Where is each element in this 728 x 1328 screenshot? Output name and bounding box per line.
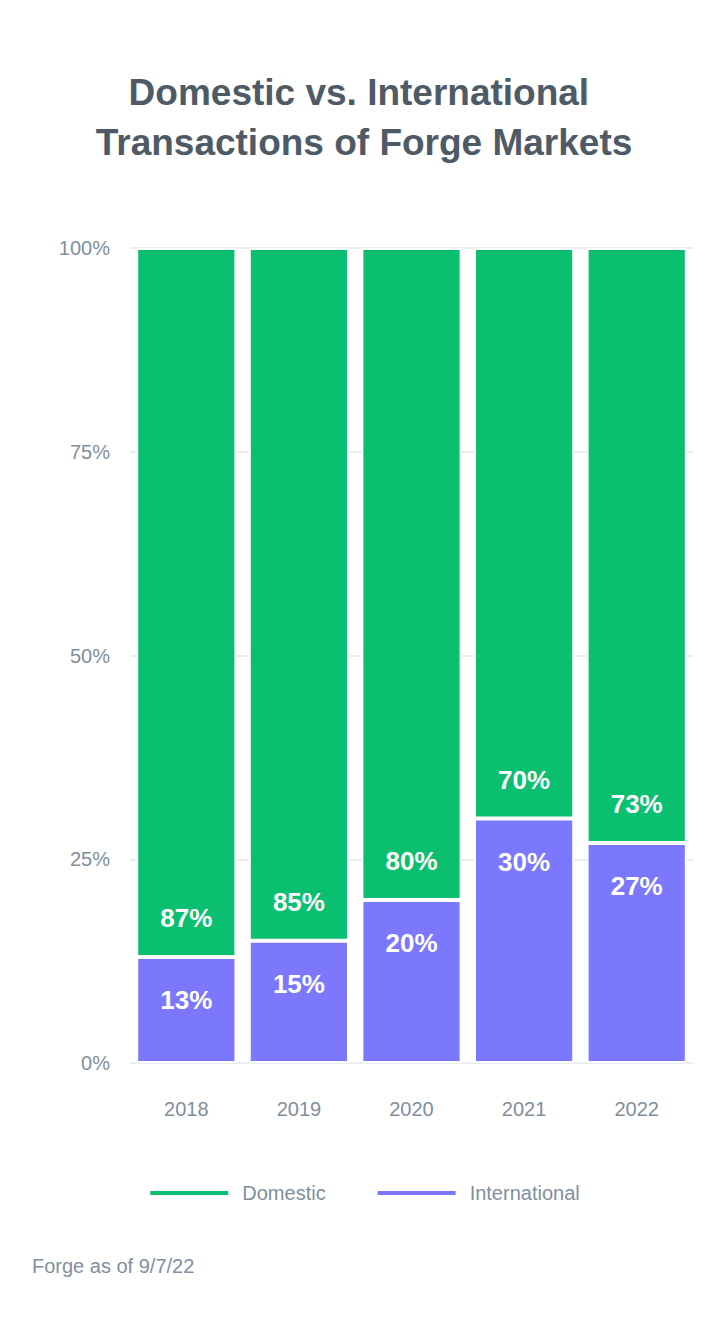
svg-text:Forge as of 9/7/22: Forge as of 9/7/22 [32, 1255, 194, 1277]
svg-text:2022: 2022 [614, 1098, 659, 1120]
svg-text:73%: 73% [611, 789, 663, 819]
svg-text:15%: 15% [273, 969, 325, 999]
svg-text:75%: 75% [70, 441, 110, 463]
svg-text:2019: 2019 [277, 1098, 322, 1120]
svg-text:International: International [470, 1182, 580, 1204]
svg-text:85%: 85% [273, 887, 325, 917]
svg-text:Domestic vs. International: Domestic vs. International [129, 72, 600, 113]
svg-text:25%: 25% [70, 848, 110, 870]
svg-text:2020: 2020 [389, 1098, 434, 1120]
svg-text:0%: 0% [81, 1052, 110, 1074]
svg-text:13%: 13% [160, 985, 212, 1015]
svg-text:70%: 70% [498, 765, 550, 795]
svg-text:Transactions of Forge Markets: Transactions of Forge Markets [96, 122, 633, 163]
svg-text:100%: 100% [59, 237, 110, 259]
svg-text:30%: 30% [498, 847, 550, 877]
svg-text:50%: 50% [70, 645, 110, 667]
svg-text:80%: 80% [385, 846, 437, 876]
svg-text:27%: 27% [611, 871, 663, 901]
svg-text:2018: 2018 [164, 1098, 209, 1120]
svg-text:2021: 2021 [502, 1098, 547, 1120]
svg-text:20%: 20% [385, 928, 437, 958]
svg-text:Domestic: Domestic [242, 1182, 325, 1204]
svg-text:87%: 87% [160, 903, 212, 933]
